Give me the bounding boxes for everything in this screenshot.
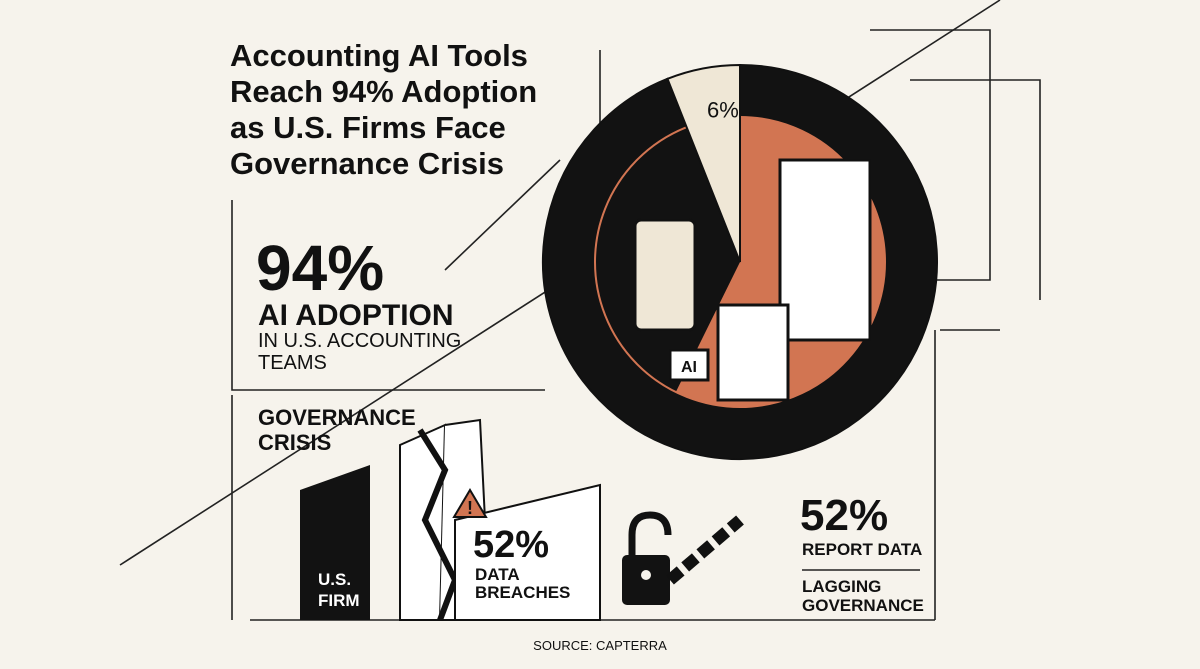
ai-book — [668, 348, 710, 382]
title-line: Accounting AI Tools — [230, 38, 528, 73]
firm-label: U.S. — [318, 570, 351, 589]
ledger — [716, 303, 790, 402]
buildings: ! — [300, 418, 601, 622]
title: Accounting AI Tools Reach 94% Adoption a… — [230, 38, 537, 181]
lock — [622, 511, 744, 605]
title-line: Reach 94% Adoption — [230, 74, 537, 109]
report-stat: 52% — [800, 491, 888, 540]
calculator — [633, 218, 697, 332]
breaches-label: DATA — [475, 565, 520, 584]
title-line: as U.S. Firms Face — [230, 110, 506, 145]
adoption-stat: 94% — [256, 232, 384, 304]
ai-label: AI — [681, 359, 697, 376]
pie: 6% AI — [542, 63, 938, 460]
adoption-sub: TEAMS — [258, 352, 327, 374]
adoption-heading: AI ADOPTION — [258, 299, 454, 332]
crisis-label: GOVERNANCE — [258, 405, 416, 430]
breaches-label: BREACHES — [475, 583, 570, 602]
firm-label: FIRM — [318, 591, 360, 610]
crisis-label: CRISIS — [258, 430, 331, 455]
report-sub: LAGGING — [802, 577, 881, 596]
title-line: Governance Crisis — [230, 146, 504, 181]
breaches-stat: 52% — [473, 524, 549, 566]
report-sub: GOVERNANCE — [802, 596, 924, 615]
pie-label: 6% — [707, 98, 739, 123]
source: SOURCE: CAPTERRA — [533, 638, 667, 653]
svg-text:!: ! — [467, 498, 473, 518]
report-label: REPORT DATA — [802, 540, 922, 559]
pie-slice — [666, 63, 741, 263]
monitor — [778, 158, 872, 342]
adoption-sub: IN U.S. ACCOUNTING — [258, 330, 461, 352]
